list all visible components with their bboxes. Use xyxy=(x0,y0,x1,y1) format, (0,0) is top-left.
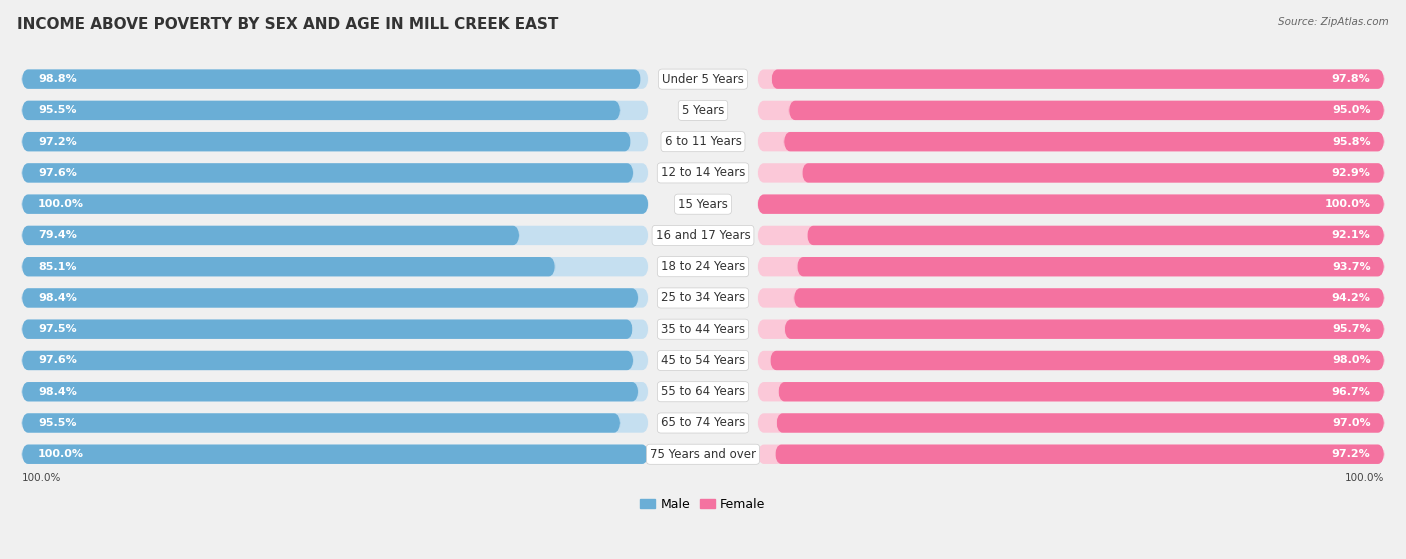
FancyBboxPatch shape xyxy=(758,132,1384,151)
FancyBboxPatch shape xyxy=(22,288,638,307)
FancyBboxPatch shape xyxy=(22,413,620,433)
Text: 92.9%: 92.9% xyxy=(1331,168,1371,178)
Text: 100.0%: 100.0% xyxy=(1344,473,1384,482)
FancyBboxPatch shape xyxy=(22,257,648,276)
FancyBboxPatch shape xyxy=(22,195,648,214)
Text: INCOME ABOVE POVERTY BY SEX AND AGE IN MILL CREEK EAST: INCOME ABOVE POVERTY BY SEX AND AGE IN M… xyxy=(17,17,558,32)
Text: 100.0%: 100.0% xyxy=(1324,199,1371,209)
FancyBboxPatch shape xyxy=(22,132,648,151)
Text: 16 and 17 Years: 16 and 17 Years xyxy=(655,229,751,242)
Text: 100.0%: 100.0% xyxy=(38,449,84,459)
FancyBboxPatch shape xyxy=(22,101,620,120)
Text: 96.7%: 96.7% xyxy=(1331,387,1371,397)
FancyBboxPatch shape xyxy=(758,444,1384,464)
FancyBboxPatch shape xyxy=(758,320,1384,339)
FancyBboxPatch shape xyxy=(22,382,638,401)
FancyBboxPatch shape xyxy=(758,195,1384,214)
Text: 95.5%: 95.5% xyxy=(38,418,77,428)
FancyBboxPatch shape xyxy=(22,320,633,339)
Text: 100.0%: 100.0% xyxy=(38,199,84,209)
FancyBboxPatch shape xyxy=(22,226,648,245)
FancyBboxPatch shape xyxy=(22,163,634,183)
Text: 98.4%: 98.4% xyxy=(38,293,77,303)
FancyBboxPatch shape xyxy=(758,226,1384,245)
FancyBboxPatch shape xyxy=(22,226,519,245)
Text: 79.4%: 79.4% xyxy=(38,230,77,240)
Text: Source: ZipAtlas.com: Source: ZipAtlas.com xyxy=(1278,17,1389,27)
Text: 93.7%: 93.7% xyxy=(1331,262,1371,272)
Text: 25 to 34 Years: 25 to 34 Years xyxy=(661,291,745,305)
FancyBboxPatch shape xyxy=(794,288,1384,307)
FancyBboxPatch shape xyxy=(22,320,648,339)
Text: 98.4%: 98.4% xyxy=(38,387,77,397)
FancyBboxPatch shape xyxy=(789,101,1384,120)
Text: 95.7%: 95.7% xyxy=(1331,324,1371,334)
Legend: Male, Female: Male, Female xyxy=(636,492,770,515)
Text: 97.6%: 97.6% xyxy=(38,168,77,178)
Text: 15 Years: 15 Years xyxy=(678,198,728,211)
FancyBboxPatch shape xyxy=(22,257,555,276)
FancyBboxPatch shape xyxy=(22,413,648,433)
FancyBboxPatch shape xyxy=(22,351,648,370)
Text: 95.8%: 95.8% xyxy=(1331,136,1371,146)
FancyBboxPatch shape xyxy=(22,132,631,151)
Text: 97.0%: 97.0% xyxy=(1331,418,1371,428)
FancyBboxPatch shape xyxy=(758,257,1384,276)
FancyBboxPatch shape xyxy=(758,69,1384,89)
FancyBboxPatch shape xyxy=(22,351,634,370)
FancyBboxPatch shape xyxy=(758,101,1384,120)
Text: 5 Years: 5 Years xyxy=(682,104,724,117)
FancyBboxPatch shape xyxy=(778,382,1384,401)
FancyBboxPatch shape xyxy=(22,444,648,464)
FancyBboxPatch shape xyxy=(22,101,648,120)
Text: 65 to 74 Years: 65 to 74 Years xyxy=(661,416,745,429)
Text: 98.0%: 98.0% xyxy=(1331,356,1371,366)
FancyBboxPatch shape xyxy=(776,413,1384,433)
FancyBboxPatch shape xyxy=(758,195,1384,214)
FancyBboxPatch shape xyxy=(758,288,1384,307)
Text: 97.2%: 97.2% xyxy=(38,136,77,146)
Text: Under 5 Years: Under 5 Years xyxy=(662,73,744,86)
Text: 100.0%: 100.0% xyxy=(22,473,62,482)
Text: 55 to 64 Years: 55 to 64 Years xyxy=(661,385,745,398)
Text: 97.5%: 97.5% xyxy=(38,324,77,334)
Text: 95.5%: 95.5% xyxy=(38,106,77,115)
FancyBboxPatch shape xyxy=(770,351,1384,370)
FancyBboxPatch shape xyxy=(772,69,1384,89)
Text: 85.1%: 85.1% xyxy=(38,262,77,272)
Text: 97.2%: 97.2% xyxy=(1331,449,1371,459)
FancyBboxPatch shape xyxy=(758,413,1384,433)
Text: 94.2%: 94.2% xyxy=(1331,293,1371,303)
Text: 6 to 11 Years: 6 to 11 Years xyxy=(665,135,741,148)
FancyBboxPatch shape xyxy=(797,257,1384,276)
Text: 98.8%: 98.8% xyxy=(38,74,77,84)
FancyBboxPatch shape xyxy=(22,69,648,89)
Text: 97.6%: 97.6% xyxy=(38,356,77,366)
Text: 45 to 54 Years: 45 to 54 Years xyxy=(661,354,745,367)
Text: 92.1%: 92.1% xyxy=(1331,230,1371,240)
FancyBboxPatch shape xyxy=(758,351,1384,370)
FancyBboxPatch shape xyxy=(775,444,1384,464)
Text: 97.8%: 97.8% xyxy=(1331,74,1371,84)
Text: 12 to 14 Years: 12 to 14 Years xyxy=(661,167,745,179)
FancyBboxPatch shape xyxy=(22,288,648,307)
FancyBboxPatch shape xyxy=(22,382,648,401)
FancyBboxPatch shape xyxy=(22,69,641,89)
FancyBboxPatch shape xyxy=(22,195,648,214)
FancyBboxPatch shape xyxy=(758,382,1384,401)
FancyBboxPatch shape xyxy=(783,132,1384,151)
FancyBboxPatch shape xyxy=(22,444,648,464)
FancyBboxPatch shape xyxy=(758,163,1384,183)
Text: 18 to 24 Years: 18 to 24 Years xyxy=(661,260,745,273)
Text: 75 Years and over: 75 Years and over xyxy=(650,448,756,461)
FancyBboxPatch shape xyxy=(785,320,1384,339)
Text: 35 to 44 Years: 35 to 44 Years xyxy=(661,323,745,336)
Text: 95.0%: 95.0% xyxy=(1331,106,1371,115)
FancyBboxPatch shape xyxy=(807,226,1384,245)
FancyBboxPatch shape xyxy=(22,163,648,183)
FancyBboxPatch shape xyxy=(801,163,1384,183)
